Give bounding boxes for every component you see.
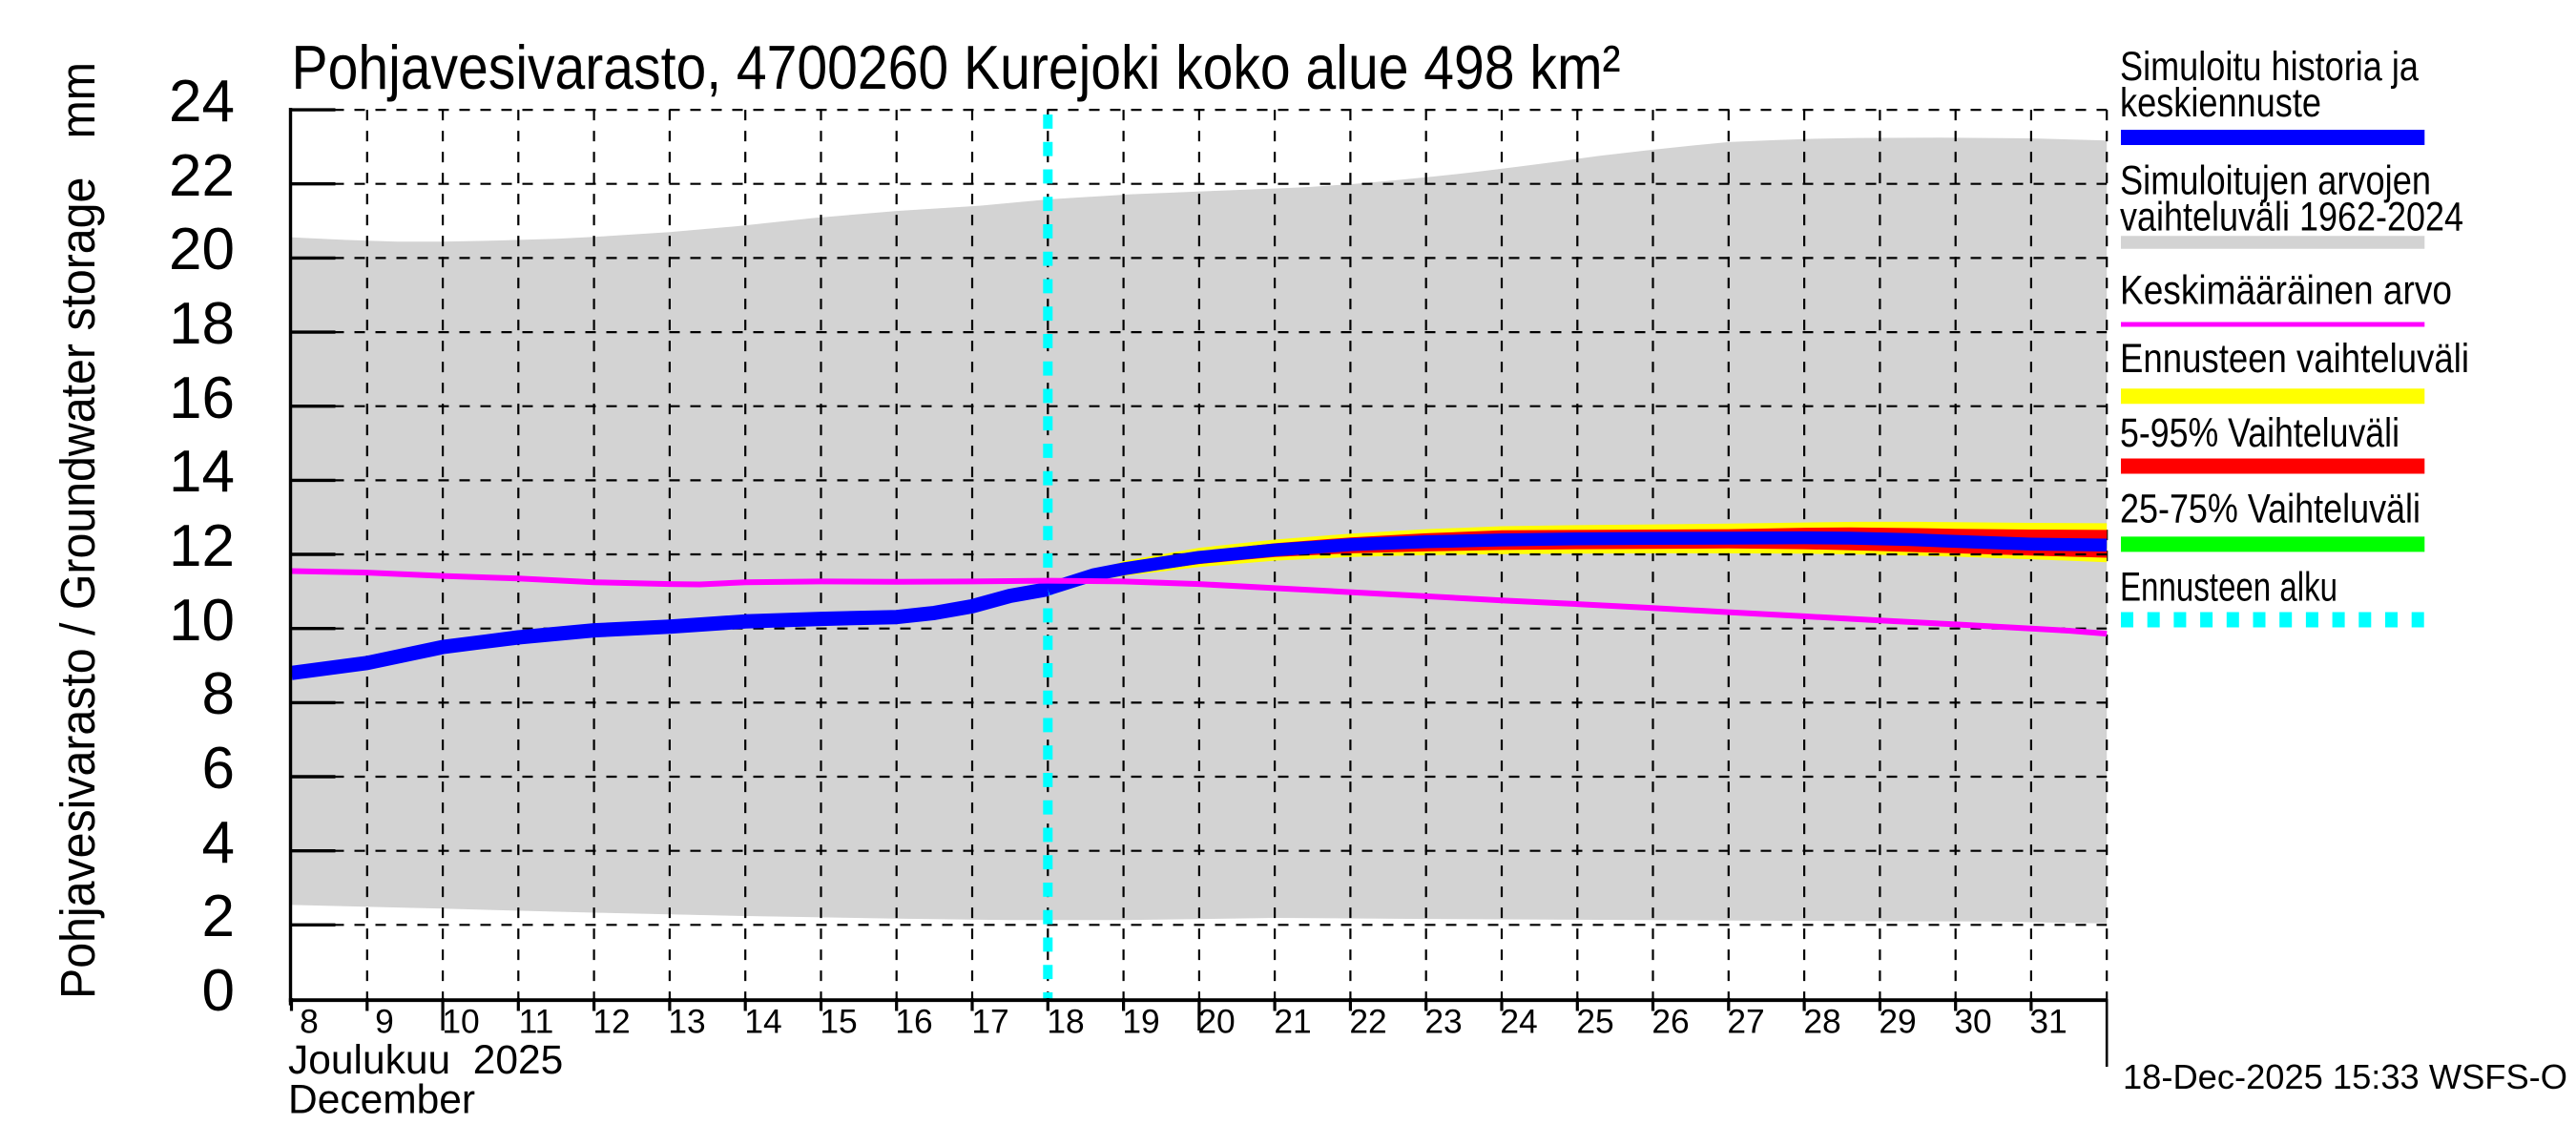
svg-text:16: 16 bbox=[169, 365, 235, 431]
svg-text:Ennusteen vaihteluväli: Ennusteen vaihteluväli bbox=[2120, 336, 2469, 382]
svg-text:15: 15 bbox=[820, 1003, 857, 1041]
svg-text:20: 20 bbox=[169, 217, 235, 282]
svg-text:December: December bbox=[288, 1078, 475, 1123]
svg-text:13: 13 bbox=[668, 1003, 705, 1041]
svg-text:16: 16 bbox=[895, 1003, 932, 1041]
svg-text:10: 10 bbox=[442, 1003, 479, 1041]
svg-text:17: 17 bbox=[971, 1003, 1008, 1041]
svg-text:8: 8 bbox=[300, 1003, 319, 1041]
svg-text:2: 2 bbox=[202, 884, 235, 949]
svg-text:26: 26 bbox=[1652, 1003, 1689, 1041]
svg-text:22: 22 bbox=[1349, 1003, 1386, 1041]
svg-text:Keskimääräinen arvo: Keskimääräinen arvo bbox=[2120, 268, 2452, 314]
svg-text:keskiennuste: keskiennuste bbox=[2120, 80, 2321, 126]
svg-text:14: 14 bbox=[744, 1003, 781, 1041]
svg-text:Simuloitujen arvojen: Simuloitujen arvojen bbox=[2120, 157, 2431, 203]
svg-text:Pohjavesivarasto, 4700260 Kure: Pohjavesivarasto, 4700260 Kurejoki koko … bbox=[292, 32, 1621, 102]
svg-text:21: 21 bbox=[1274, 1003, 1311, 1041]
svg-text:25: 25 bbox=[1576, 1003, 1613, 1041]
svg-text:19: 19 bbox=[1122, 1003, 1159, 1041]
svg-text:30: 30 bbox=[1954, 1003, 1991, 1041]
svg-text:24: 24 bbox=[169, 69, 235, 135]
svg-text:vaihteluväli 1962-2024: vaihteluväli 1962-2024 bbox=[2120, 194, 2463, 239]
svg-text:4: 4 bbox=[202, 810, 235, 876]
svg-text:29: 29 bbox=[1879, 1003, 1916, 1041]
svg-text:10: 10 bbox=[169, 588, 235, 654]
svg-text:Simuloitu historia ja: Simuloitu historia ja bbox=[2120, 44, 2419, 90]
svg-text:31: 31 bbox=[2029, 1003, 2067, 1041]
svg-text:27: 27 bbox=[1727, 1003, 1764, 1041]
svg-text:20: 20 bbox=[1197, 1003, 1235, 1041]
svg-text:25-75% Vaihteluväli: 25-75% Vaihteluväli bbox=[2120, 487, 2420, 532]
svg-text:Pohjavesivarasto / Groundwater: Pohjavesivarasto / Groundwater storage m… bbox=[51, 62, 105, 999]
svg-text:22: 22 bbox=[169, 143, 235, 209]
svg-text:23: 23 bbox=[1424, 1003, 1462, 1041]
svg-text:18: 18 bbox=[169, 291, 235, 357]
svg-text:11: 11 bbox=[519, 1003, 554, 1041]
svg-text:24: 24 bbox=[1500, 1003, 1537, 1041]
svg-text:18: 18 bbox=[1047, 1003, 1084, 1041]
svg-text:Ennusteen alku: Ennusteen alku bbox=[2120, 564, 2337, 610]
svg-text:18-Dec-2025 15:33 WSFS-O: 18-Dec-2025 15:33 WSFS-O bbox=[2123, 1057, 2567, 1096]
svg-text:6: 6 bbox=[202, 736, 235, 802]
svg-text:12: 12 bbox=[592, 1003, 630, 1041]
svg-text:Joulukuu 2025: Joulukuu 2025 bbox=[288, 1038, 563, 1083]
svg-text:9: 9 bbox=[375, 1003, 394, 1041]
svg-text:8: 8 bbox=[202, 661, 235, 727]
svg-text:0: 0 bbox=[202, 958, 235, 1024]
svg-text:28: 28 bbox=[1803, 1003, 1840, 1041]
svg-text:12: 12 bbox=[169, 513, 235, 579]
svg-text:14: 14 bbox=[169, 439, 235, 505]
svg-text:5-95% Vaihteluväli: 5-95% Vaihteluväli bbox=[2120, 410, 2399, 456]
